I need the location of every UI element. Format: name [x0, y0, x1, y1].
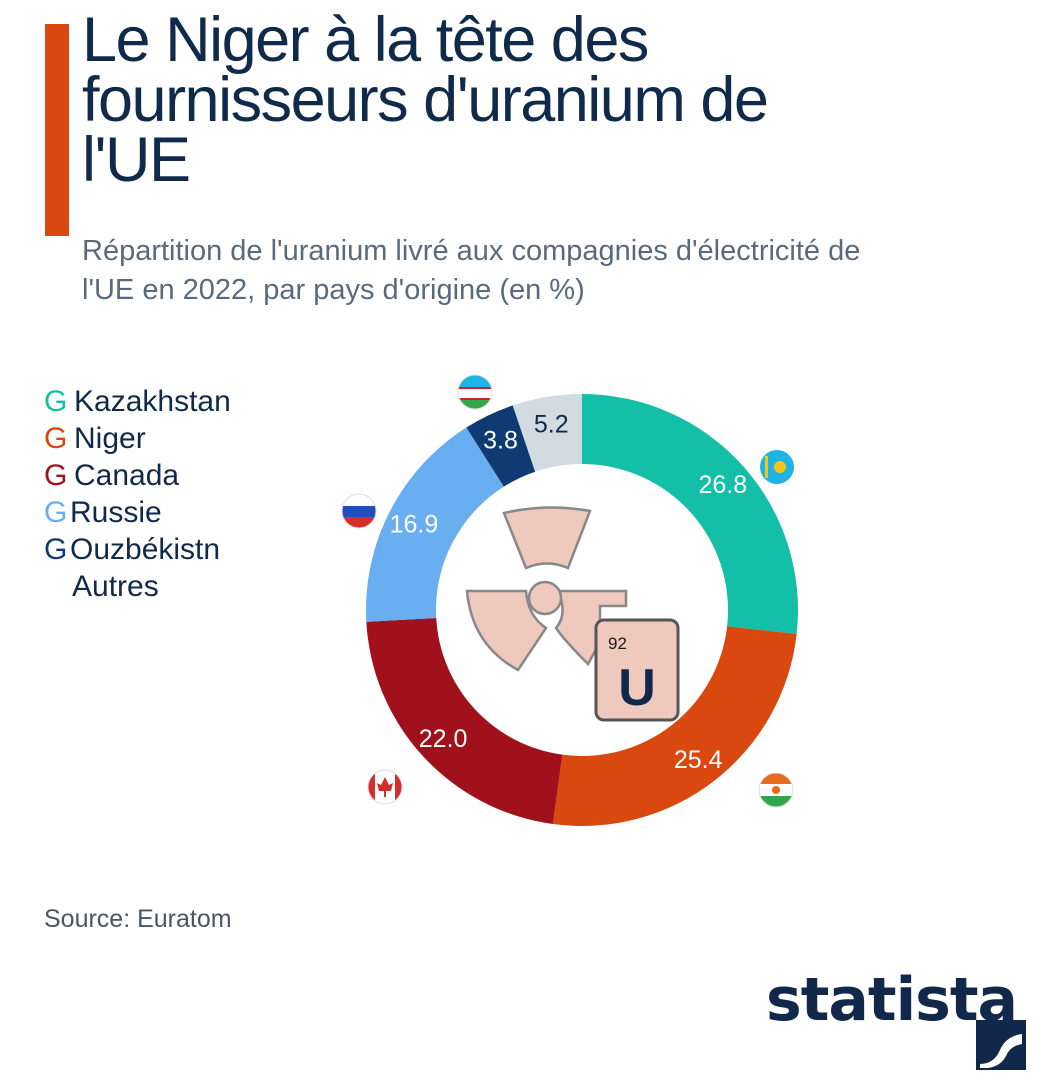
- legend-item-canada: G Canada: [44, 457, 231, 494]
- slice-kazakhstan: [582, 394, 798, 635]
- legend-item-kazakhstan: G Kazakhstan: [44, 383, 231, 420]
- statista-logo-mark-icon: [976, 1020, 1026, 1070]
- slice-label-kazakhstan: 26.8: [699, 471, 748, 499]
- slice-label-autres: 5.2: [534, 411, 569, 439]
- legend-label-canada: Canada: [74, 459, 180, 492]
- title-accent-bar: [45, 24, 69, 236]
- legend-label-kazakhstan: Kazakhstan: [74, 385, 231, 418]
- legend-item-russie: GRussie: [44, 494, 231, 531]
- chart-subtitle: Répartition de l'uranium livré aux compa…: [82, 235, 861, 306]
- chart-legend: G Kazakhstan G Niger G Canada GRussie GOuzb…: [44, 383, 231, 605]
- russia-flag-icon: [341, 493, 377, 529]
- slice-niger: [552, 626, 797, 826]
- uranium-element-tile: [594, 618, 680, 722]
- legend-swatch-ouzbekistan: G: [44, 533, 68, 566]
- slice-label-niger: 25.4: [674, 746, 723, 774]
- legend-label-autres: Autres: [72, 570, 159, 603]
- legend-item-autres: Autres: [44, 568, 231, 605]
- legend-label-ouzbekistan: Ouzbékistn: [70, 533, 221, 566]
- source-note: Source: Euratom: [44, 905, 232, 933]
- kazakhstan-flag-icon: [760, 450, 794, 484]
- canada-flag-icon: [367, 769, 403, 805]
- niger-flag-icon: [758, 772, 794, 808]
- radioactive-uranium-icon: 92 U: [465, 506, 680, 722]
- legend-swatch-canada: G: [44, 459, 68, 492]
- legend-swatch-niger: G: [44, 422, 68, 455]
- legend-label-russie: Russie: [70, 496, 162, 529]
- slice-ouzbékistan: [466, 405, 536, 487]
- slice-canada: [366, 618, 563, 825]
- chart-title: Le Niger à la tête des fournisseurs d'ur…: [82, 5, 769, 195]
- donut-chart: 26.8 25.4 22.0 16.9 3.8 5.2 92 U: [341, 374, 798, 826]
- slice-label-canada: 22.0: [419, 725, 468, 753]
- uzbekistan-flag-icon: [457, 374, 493, 410]
- legend-swatch-kazakhstan: G: [44, 385, 68, 418]
- legend-item-niger: G Niger: [44, 420, 231, 457]
- legend-item-ouzbekistan: GOuzbékistn: [44, 531, 231, 568]
- slice-label-ouzbékistan: 3.8: [483, 426, 518, 454]
- legend-swatch-russie: G: [44, 496, 68, 529]
- slice-autres: [512, 394, 582, 472]
- element-symbol: U: [618, 659, 656, 717]
- slice-label-russie: 16.9: [390, 510, 439, 538]
- slice-russie: [366, 427, 504, 622]
- legend-label-niger: Niger: [74, 422, 146, 455]
- element-number: 92: [608, 634, 627, 653]
